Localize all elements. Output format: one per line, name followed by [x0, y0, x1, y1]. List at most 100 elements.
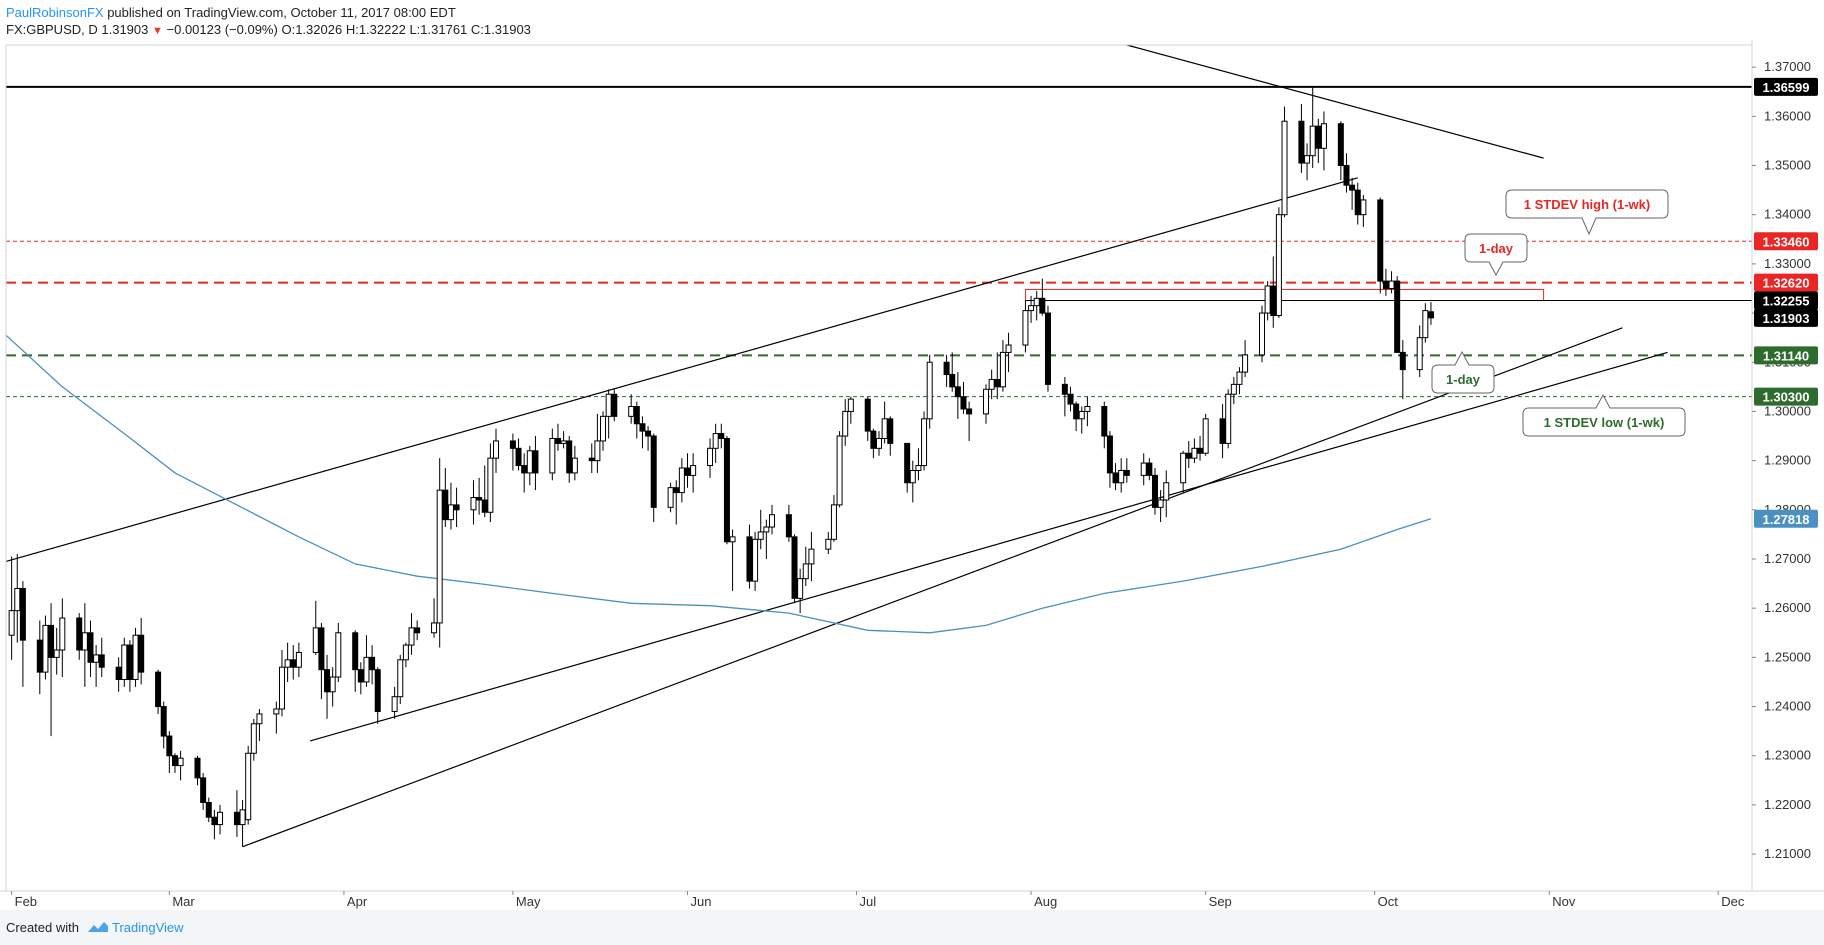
candle-body — [768, 514, 775, 528]
candle-body — [290, 659, 297, 668]
candle — [949, 352, 956, 392]
candle-body — [48, 624, 55, 658]
trendline-upper-channel — [5, 177, 1358, 563]
candle-body — [1073, 403, 1080, 420]
price-tags: 1.36599 1.33460 1.32620 1.32255 1.31903 1.311… — [1754, 77, 1818, 528]
candle-body — [684, 467, 691, 476]
candle — [431, 598, 438, 638]
candle — [594, 413, 601, 473]
candle — [926, 354, 933, 429]
candle-body — [1033, 297, 1040, 307]
candle-body — [836, 435, 843, 506]
candle-body — [256, 713, 263, 725]
candle-body — [1067, 393, 1074, 405]
candle-body — [797, 578, 804, 599]
change-text: −0.00123 (−0.09%) — [166, 22, 278, 37]
candle — [42, 615, 49, 680]
candle-body — [233, 811, 240, 826]
candle — [217, 804, 224, 835]
price-axis-background — [1752, 40, 1824, 910]
candle — [678, 458, 685, 503]
candle — [14, 554, 21, 643]
candle-body — [194, 757, 201, 779]
candle — [402, 642, 409, 668]
candle-body — [876, 437, 882, 449]
candle-body — [132, 634, 139, 680]
candle-body — [1394, 280, 1401, 353]
candle — [1225, 389, 1232, 449]
candle — [493, 428, 500, 473]
candle-body — [515, 447, 522, 467]
candle — [245, 745, 252, 825]
candle — [318, 622, 325, 700]
candle — [1101, 401, 1108, 449]
candle — [481, 465, 488, 518]
candle-body — [746, 536, 753, 582]
candle — [1258, 305, 1265, 363]
axes: 1.370001.360001.350001.340001.330001.320… — [0, 40, 1824, 910]
candle-body — [205, 801, 212, 818]
chart-area[interactable]: 1 STDEV high (1-wk) 1-day 1-day 1 STDEV low… — [0, 40, 1824, 910]
candle-body — [1078, 410, 1085, 420]
price-tag-label: 1.31903 — [1763, 311, 1810, 326]
candle-body — [352, 632, 359, 671]
y-tick-label: 1.35000 — [1764, 158, 1811, 173]
publisher-link[interactable]: PaulRobinsonFX — [6, 5, 104, 20]
annotation-1day-low-text: 1-day — [1446, 372, 1481, 387]
y-tick-label: 1.23000 — [1764, 748, 1811, 763]
candle — [999, 340, 1006, 392]
candle-body — [245, 752, 252, 821]
candle-body — [1197, 447, 1204, 454]
candle-body — [160, 706, 167, 737]
candle-body — [1298, 120, 1305, 164]
annotation-stdev-low: 1 STDEV low (1-wk) — [1522, 393, 1686, 437]
horizontal-levels — [6, 85, 1752, 398]
tradingview-link[interactable]: TradingView — [112, 920, 184, 935]
candle-body — [431, 622, 438, 634]
x-tick-label-feb: Feb — [15, 894, 37, 909]
price-tag-label: 1.32620 — [1763, 276, 1810, 291]
candle-body — [1320, 123, 1327, 149]
candle — [611, 389, 618, 422]
candle — [1185, 440, 1192, 468]
candle — [645, 426, 652, 451]
candle-body — [690, 465, 697, 476]
candle — [712, 423, 719, 464]
candle — [1236, 367, 1243, 395]
candle-body — [802, 563, 809, 580]
candle-body — [763, 526, 770, 533]
y-tick-label: 1.30000 — [1764, 403, 1811, 418]
time-axis-background — [0, 891, 1824, 910]
candle — [1343, 153, 1350, 193]
candle — [284, 642, 291, 682]
candle-body — [126, 644, 133, 680]
candle-body — [554, 437, 561, 444]
candle-body — [678, 467, 685, 494]
trendline-march-low-trendline — [242, 327, 1623, 848]
candle-body — [966, 408, 973, 415]
candle-body — [493, 440, 500, 459]
candle-body — [881, 418, 888, 439]
candle-body — [667, 487, 674, 508]
candle — [138, 618, 145, 685]
price-tag-label: 1.30300 — [1763, 390, 1810, 405]
candle — [802, 546, 809, 587]
resistance-zone — [1024, 288, 1752, 302]
candle-body — [825, 538, 832, 550]
sma-200 — [5, 334, 1432, 634]
candle-body — [391, 696, 398, 712]
candle — [1354, 182, 1361, 225]
candle — [391, 686, 398, 719]
candle-body — [1022, 310, 1029, 346]
candle-body — [138, 634, 145, 673]
candle — [87, 620, 94, 678]
candle — [442, 468, 449, 528]
candle-body — [983, 388, 990, 415]
candle-body — [757, 531, 764, 540]
price-chart[interactable]: 1 STDEV high (1-wk) 1-day 1-day 1 STDEV low… — [0, 40, 1824, 910]
candle — [639, 416, 646, 449]
candle-body — [1180, 452, 1187, 484]
candle-body — [93, 654, 100, 663]
tradingview-logo-icon — [88, 922, 108, 932]
candle-body — [211, 816, 218, 826]
